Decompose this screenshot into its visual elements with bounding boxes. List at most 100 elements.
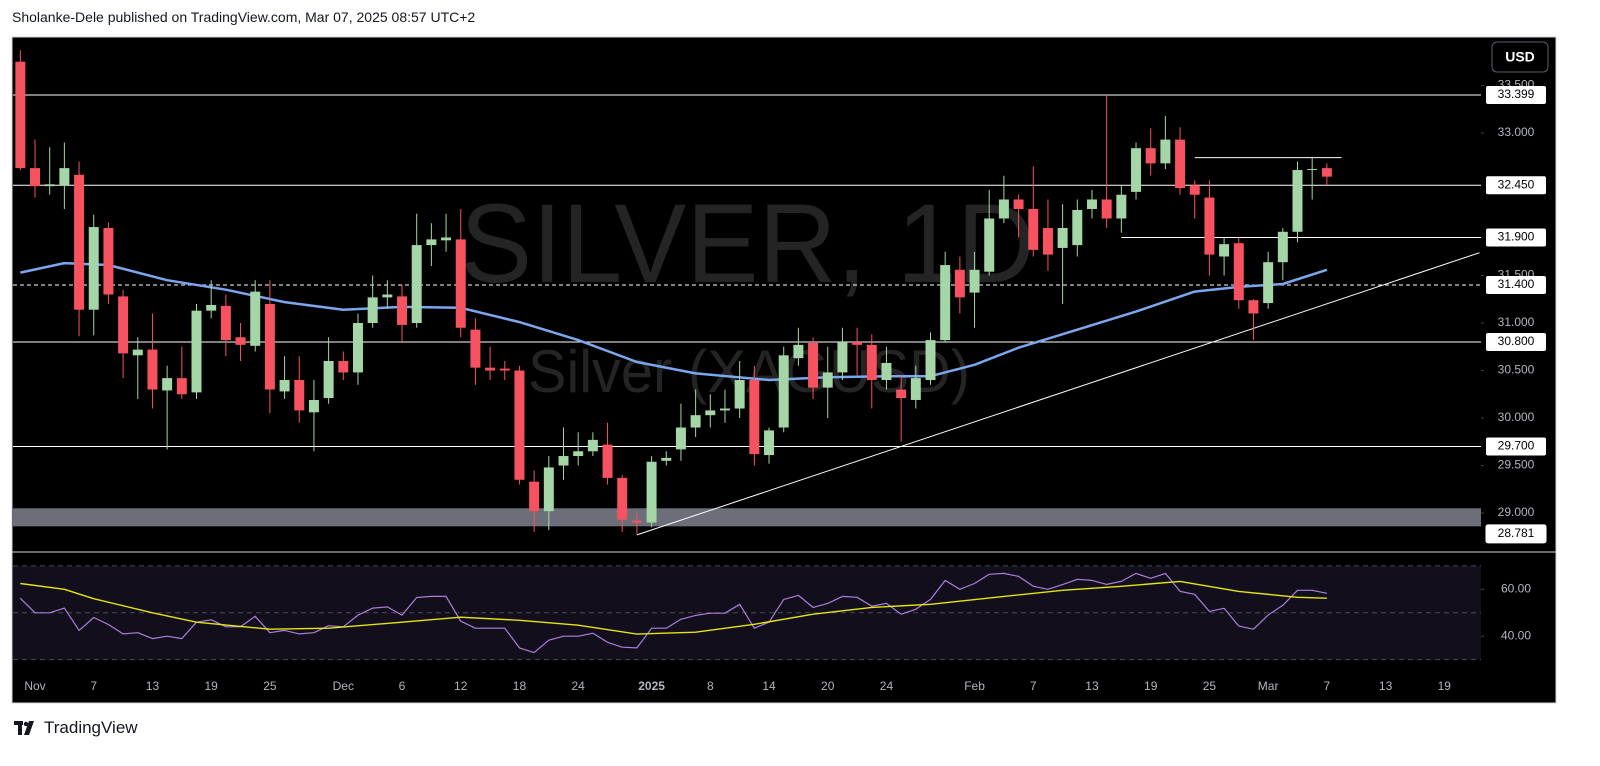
candle-body: [382, 294, 393, 298]
level-label: 31.400: [1498, 277, 1535, 291]
currency-label[interactable]: USD: [1505, 49, 1535, 65]
x-tick-label: 14: [762, 679, 776, 693]
publish-header: Sholanke-Dele published on TradingView.c…: [12, 9, 476, 25]
x-tick-label: 24: [572, 679, 586, 693]
candle-body: [206, 304, 217, 311]
candle-body: [719, 408, 730, 411]
rsi-signal: [20, 580, 1327, 635]
x-tick-label: 13: [1085, 679, 1099, 693]
candle-body: [367, 297, 378, 324]
candle-body: [881, 362, 892, 381]
x-tick-label: 19: [1144, 679, 1158, 693]
candle-body: [896, 389, 907, 399]
candle-body: [308, 399, 319, 413]
candle-body: [294, 380, 305, 411]
candle-body: [1204, 197, 1215, 255]
level-label-box: [1486, 228, 1546, 247]
price-label: 28.781: [1498, 526, 1535, 540]
candle-body: [1042, 227, 1053, 255]
candle-body: [1219, 244, 1230, 257]
candle-body: [441, 237, 452, 241]
candle-body: [1248, 300, 1259, 314]
x-tick-label: 7: [1030, 679, 1037, 693]
level-label-box: [1486, 333, 1546, 352]
level-label-box: [1486, 86, 1546, 105]
x-tick-label: 12: [454, 679, 468, 693]
x-tick-label: 13: [146, 679, 160, 693]
x-tick-label: 25: [263, 679, 277, 693]
level-label: 29.700: [1498, 439, 1535, 453]
x-tick-label: 20: [821, 679, 835, 693]
candle-body: [352, 323, 363, 373]
candle-body: [910, 378, 921, 400]
candle-body: [338, 361, 349, 373]
candle-body: [543, 467, 554, 512]
candle-body: [1175, 139, 1186, 189]
x-tick-label: 7: [1324, 679, 1331, 693]
currency-button[interactable]: [1491, 41, 1549, 73]
candle-body: [1189, 185, 1200, 195]
candle-body: [74, 174, 85, 310]
candle-body: [1131, 148, 1142, 192]
candle-body: [587, 439, 598, 452]
level-label: 31.900: [1498, 230, 1535, 244]
x-tick-label: Nov: [24, 679, 45, 693]
candle-body: [866, 344, 877, 381]
x-tick-label: 19: [205, 679, 219, 693]
x-tick-label: 25: [1203, 679, 1217, 693]
y-tick-label: 29.500: [1498, 458, 1535, 472]
candle-body: [279, 380, 290, 392]
candle-body: [631, 520, 642, 523]
candle-body: [558, 456, 569, 466]
candle-body: [969, 269, 980, 293]
candle-body: [59, 168, 70, 186]
candle-body: [1292, 170, 1303, 232]
candle-body: [323, 361, 334, 399]
candle-body: [30, 168, 41, 187]
x-tick-label: 18: [513, 679, 527, 693]
plot: 33.50033.00031.50031.00030.50030.00029.5…: [12, 50, 1556, 693]
candle-body: [675, 427, 686, 450]
candle-body: [1263, 262, 1274, 304]
y-tick-label: 29.000: [1498, 505, 1535, 519]
candle-body: [646, 461, 657, 523]
candle-body: [822, 372, 833, 388]
brand-logo: [14, 721, 34, 735]
x-tick-label: Mar: [1258, 679, 1279, 693]
candle-body: [852, 342, 863, 345]
candle-body: [602, 444, 613, 478]
level-label-box: [1486, 176, 1546, 195]
candle-body: [250, 291, 261, 346]
x-tick-label: 2025: [638, 679, 665, 693]
candle-body: [411, 245, 422, 324]
x-tick-label: 24: [880, 679, 894, 693]
candle-body: [162, 378, 173, 391]
candle-body: [661, 457, 672, 461]
candle-body: [455, 239, 466, 328]
level-label: 30.800: [1498, 334, 1535, 348]
rsi-tick-label: 60.00: [1501, 582, 1531, 596]
candle-body: [764, 430, 775, 456]
candle-body: [808, 342, 819, 388]
candle-body: [529, 481, 540, 512]
candle-body: [176, 378, 187, 395]
candle-body: [1101, 199, 1112, 219]
candle-body: [940, 265, 951, 341]
candle-body: [499, 368, 510, 371]
candle-body: [617, 477, 628, 520]
candle-body: [690, 415, 701, 428]
candle-body: [998, 199, 1009, 219]
x-tick-label: 13: [1379, 679, 1393, 693]
level-label-box: [1486, 437, 1546, 456]
candle-body: [1277, 231, 1288, 263]
candle-body: [103, 227, 114, 295]
candle-body: [1307, 169, 1318, 171]
candle-body: [132, 349, 143, 356]
candle-body: [485, 367, 496, 371]
candle-body: [397, 296, 408, 325]
x-tick-label: Feb: [964, 679, 985, 693]
candle-body: [1160, 139, 1171, 164]
price-label-box: [1485, 524, 1547, 544]
candle-body: [749, 380, 760, 455]
